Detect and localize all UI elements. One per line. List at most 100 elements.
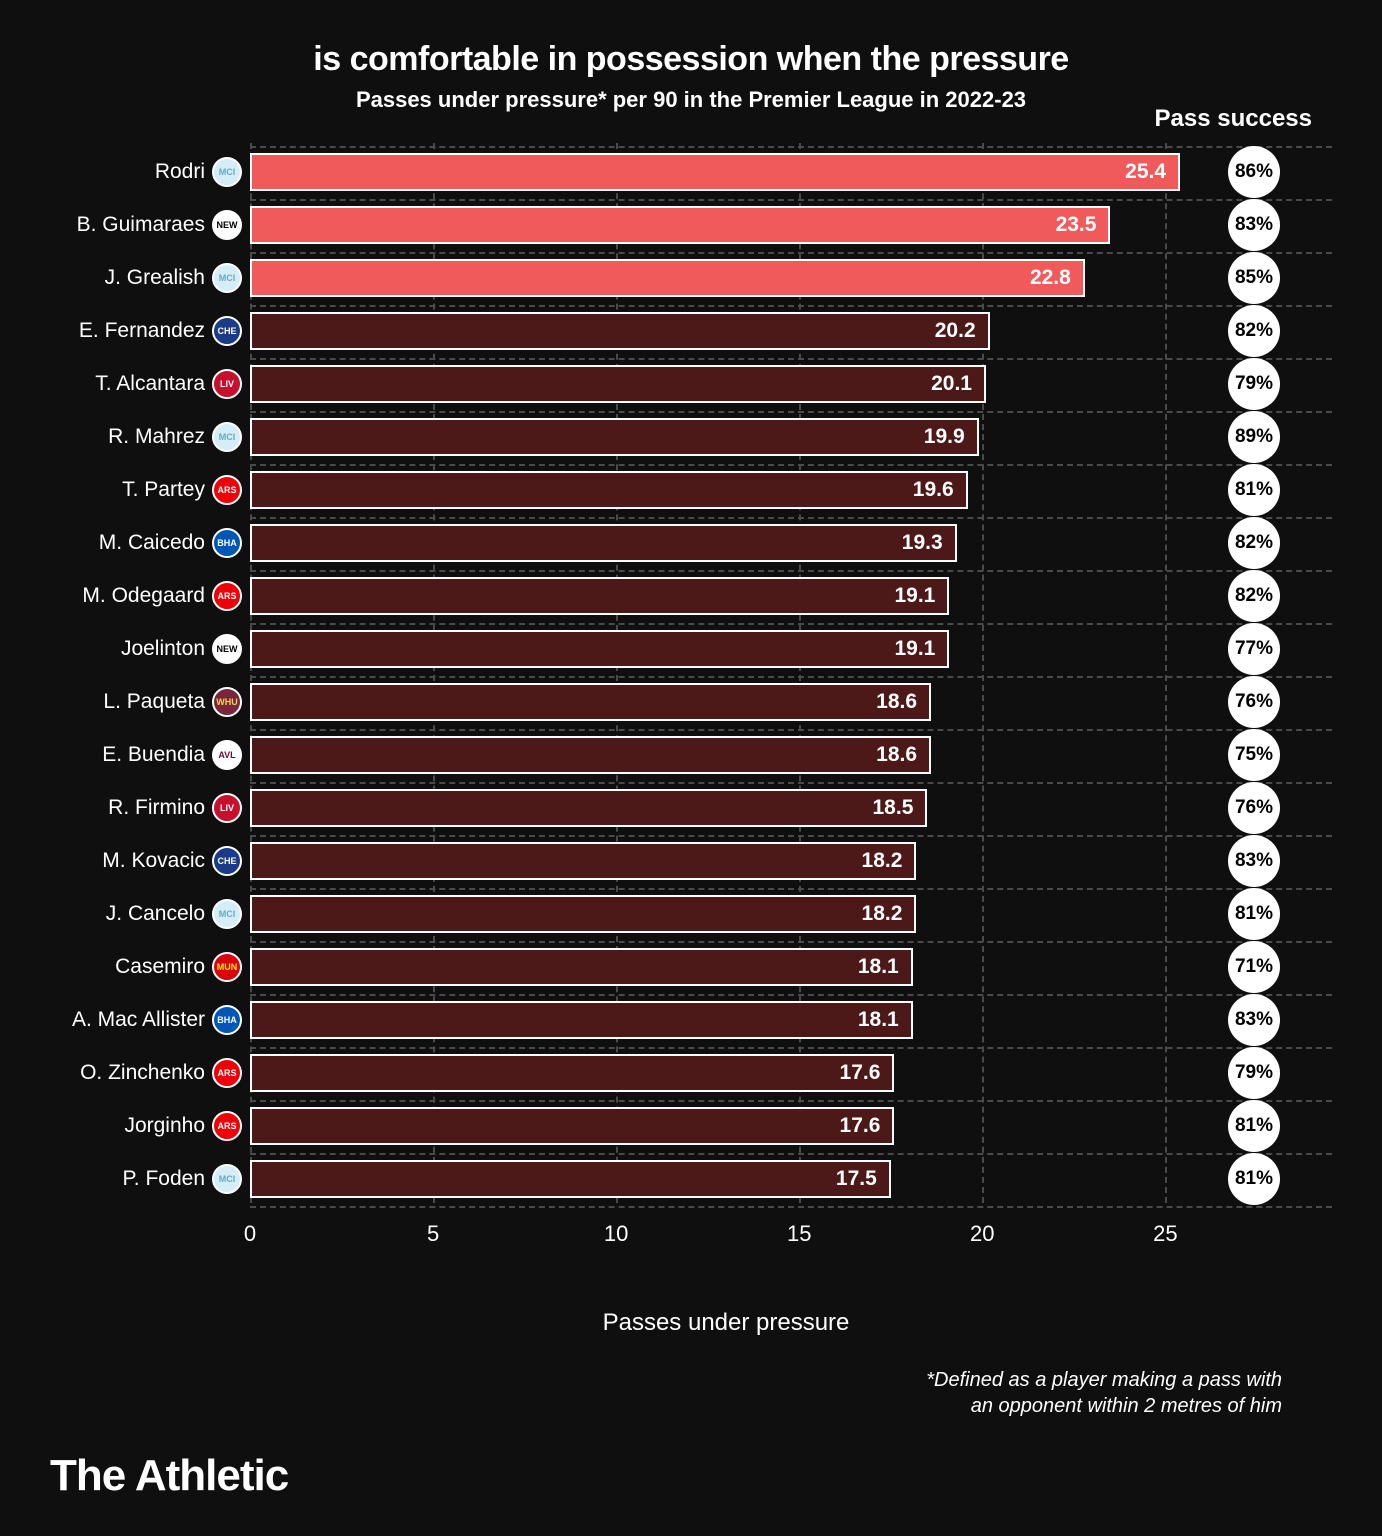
player-row: M. OdegaardARS19.182%: [250, 577, 1202, 615]
team-badge-icon: MCI: [212, 899, 242, 929]
pass-success-badge: 81%: [1228, 888, 1280, 940]
row-guide-line: [250, 199, 1332, 201]
player-row: B. GuimaraesNEW23.583%: [250, 206, 1202, 244]
player-name: E. Buendia: [50, 743, 205, 767]
team-badge-icon: ARS: [212, 475, 242, 505]
chart-footnote: *Defined as a player making a pass with …: [50, 1367, 1332, 1419]
player-name: M. Kovacic: [50, 849, 205, 873]
player-name: R. Mahrez: [50, 425, 205, 449]
grid-line: [616, 143, 618, 1203]
bar-value: 19.1: [894, 637, 935, 661]
player-row: L. PaquetaWHU18.676%: [250, 683, 1202, 721]
bar-value: 17.5: [836, 1167, 877, 1191]
player-row: T. ParteyARS19.681%: [250, 471, 1202, 509]
data-bar: 18.6: [250, 736, 931, 774]
player-row: A. Mac AllisterBHA18.183%: [250, 1001, 1202, 1039]
team-badge-icon: MCI: [212, 263, 242, 293]
team-badge-icon: MCI: [212, 422, 242, 452]
team-badge-icon: LIV: [212, 369, 242, 399]
player-row: JoelintonNEW19.177%: [250, 630, 1202, 668]
data-bar: 18.2: [250, 842, 916, 880]
team-badge-icon: CHE: [212, 846, 242, 876]
player-row: R. FirminoLIV18.576%: [250, 789, 1202, 827]
row-guide-line: [250, 994, 1332, 996]
data-bar: 17.6: [250, 1107, 894, 1145]
chart-area: Pass success RodriMCI25.486%B. Guimaraes…: [50, 143, 1332, 1337]
row-guide-line: [250, 835, 1332, 837]
data-bar: 19.1: [250, 630, 949, 668]
team-badge-icon: WHU: [212, 687, 242, 717]
row-guide-line: [250, 623, 1332, 625]
row-guide-line: [250, 358, 1332, 360]
bar-value: 20.2: [935, 319, 976, 343]
team-badge-icon: CHE: [212, 316, 242, 346]
x-tick-label: 20: [970, 1221, 994, 1247]
player-row: E. BuendiaAVL18.675%: [250, 736, 1202, 774]
player-row: O. ZinchenkoARS17.679%: [250, 1054, 1202, 1092]
row-guide-line: [250, 252, 1332, 254]
row-guide-line: [250, 941, 1332, 943]
footnote-line-1: *Defined as a player making a pass with: [926, 1369, 1282, 1391]
grid-line: [982, 143, 984, 1203]
pass-success-badge: 81%: [1228, 1100, 1280, 1152]
player-name: J. Grealish: [50, 266, 205, 290]
pass-success-badge: 75%: [1228, 729, 1280, 781]
row-guide-line: [250, 570, 1332, 572]
brand-logo: The Athletic: [50, 1451, 288, 1501]
x-axis: 0510152025: [250, 1221, 1202, 1261]
player-row: P. FodenMCI17.581%: [250, 1160, 1202, 1198]
bar-value: 18.6: [876, 690, 917, 714]
pass-success-badge: 85%: [1228, 252, 1280, 304]
x-tick-label: 10: [604, 1221, 628, 1247]
pass-success-badge: 79%: [1228, 1047, 1280, 1099]
team-badge-icon: NEW: [212, 210, 242, 240]
player-name: Rodri: [50, 160, 205, 184]
chart-plot: RodriMCI25.486%B. GuimaraesNEW23.583%J. …: [250, 143, 1202, 1203]
grid-line: [799, 143, 801, 1203]
player-row: CasemiroMUN18.171%: [250, 948, 1202, 986]
data-bar: 17.6: [250, 1054, 894, 1092]
row-guide-line: [250, 888, 1332, 890]
data-bar: 22.8: [250, 259, 1085, 297]
bar-value: 17.6: [840, 1114, 881, 1138]
player-name: M. Odegaard: [50, 584, 205, 608]
pass-success-header: Pass success: [1155, 105, 1312, 133]
player-name: L. Paqueta: [50, 690, 205, 714]
data-bar: 25.4: [250, 153, 1180, 191]
player-name: T. Partey: [50, 478, 205, 502]
bar-value: 19.1: [894, 584, 935, 608]
bar-value: 18.5: [873, 796, 914, 820]
pass-success-badge: 83%: [1228, 835, 1280, 887]
team-badge-icon: ARS: [212, 581, 242, 611]
data-bar: 20.2: [250, 312, 990, 350]
data-bar: 18.1: [250, 948, 913, 986]
player-row: E. FernandezCHE20.282%: [250, 312, 1202, 350]
grid-line: [433, 143, 435, 1203]
row-guide-line: [250, 676, 1332, 678]
player-row: JorginhoARS17.681%: [250, 1107, 1202, 1145]
chart-subtitle: Passes under pressure* per 90 in the Pre…: [50, 87, 1332, 113]
player-row: T. AlcantaraLIV20.179%: [250, 365, 1202, 403]
player-row: RodriMCI25.486%: [250, 153, 1202, 191]
player-row: M. CaicedoBHA19.382%: [250, 524, 1202, 562]
player-name: B. Guimaraes: [50, 213, 205, 237]
data-bar: 18.2: [250, 895, 916, 933]
team-badge-icon: LIV: [212, 793, 242, 823]
player-row: R. MahrezMCI19.989%: [250, 418, 1202, 456]
player-name: T. Alcantara: [50, 372, 205, 396]
data-bar: 19.1: [250, 577, 949, 615]
bar-value: 18.6: [876, 743, 917, 767]
row-guide-line: [250, 729, 1332, 731]
bar-value: 23.5: [1056, 213, 1097, 237]
data-bar: 19.9: [250, 418, 979, 456]
pass-success-badge: 81%: [1228, 1153, 1280, 1205]
data-bar: 20.1: [250, 365, 986, 403]
pass-success-badge: 89%: [1228, 411, 1280, 463]
bar-value: 18.1: [858, 955, 899, 979]
data-bar: 23.5: [250, 206, 1110, 244]
row-guide-line: [250, 1100, 1332, 1102]
row-guide-line: [250, 517, 1332, 519]
bar-value: 20.1: [931, 372, 972, 396]
x-tick-label: 5: [427, 1221, 439, 1247]
row-guide-line: [250, 1153, 1332, 1155]
